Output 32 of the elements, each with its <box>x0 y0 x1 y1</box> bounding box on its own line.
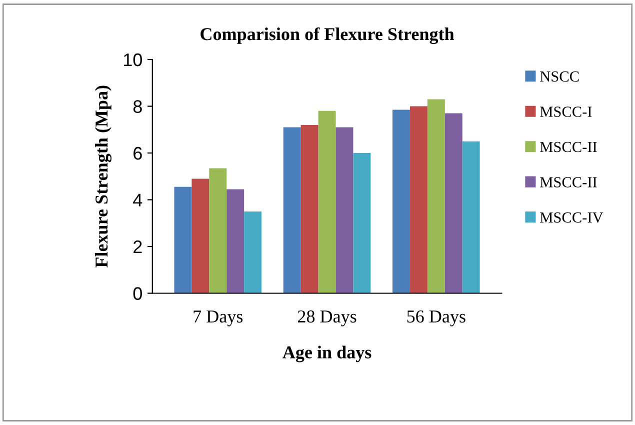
bar <box>318 110 336 294</box>
bar <box>244 211 262 294</box>
bar <box>300 124 318 294</box>
y-tick-label: 0 <box>133 287 142 300</box>
y-tick-label: 10 <box>124 53 142 66</box>
x-axis-title: Age in days <box>282 346 372 362</box>
bar <box>192 178 210 294</box>
bar <box>336 127 354 294</box>
y-tick-label: 4 <box>133 194 142 206</box>
y-axis-title: Flexure Strength (Mpa) <box>94 86 112 268</box>
x-tick-label: 7 Days <box>194 310 243 326</box>
bar <box>283 127 301 294</box>
legend-label: MSCC-II <box>540 142 597 152</box>
legend-label: MSCC-IV <box>540 212 604 223</box>
bar <box>226 189 244 294</box>
x-tick-label: 28 Days <box>298 310 356 326</box>
x-tick-label: 56 Days <box>407 310 466 326</box>
legend-label: NSCC <box>540 71 579 82</box>
y-tick-label: 8 <box>133 100 142 113</box>
legend-label: MSCC-I <box>540 106 592 117</box>
bar <box>427 99 445 294</box>
bar <box>209 168 227 294</box>
y-tick-label: 6 <box>134 146 142 160</box>
y-tick-label: 2 <box>134 240 142 254</box>
chart-title: Comparision of Flexure Strength <box>200 27 454 44</box>
legend-label: MSCC-II <box>540 177 597 188</box>
bar <box>392 110 410 294</box>
bar <box>174 186 192 294</box>
bar <box>353 153 371 294</box>
bar <box>410 106 428 294</box>
bar <box>462 141 480 294</box>
bar <box>444 113 462 294</box>
